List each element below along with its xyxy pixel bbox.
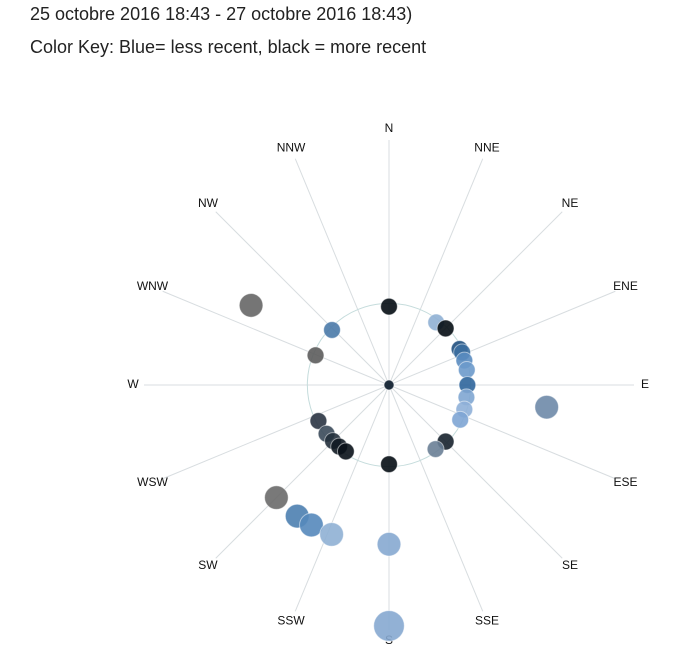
point <box>306 346 325 365</box>
point <box>309 412 328 430</box>
direction-label: E <box>641 377 649 391</box>
point <box>299 512 324 538</box>
direction-label: ESE <box>614 475 638 489</box>
point <box>323 321 341 339</box>
chart-title: 25 octobre 2016 18:43 - 27 octobre 2016 … <box>30 4 413 24</box>
direction-label: SE <box>562 558 578 572</box>
direction-label: NE <box>562 196 579 210</box>
point <box>376 531 402 557</box>
spoke <box>388 384 484 612</box>
spoke <box>388 211 563 386</box>
direction-label: NNE <box>474 141 499 155</box>
point <box>451 410 470 429</box>
point <box>436 319 455 338</box>
direction-label: N <box>385 121 394 135</box>
spoke <box>294 158 390 386</box>
point <box>383 379 395 391</box>
point <box>457 360 476 379</box>
point <box>319 522 344 547</box>
spoke <box>388 384 616 480</box>
spoke <box>162 384 390 480</box>
point <box>264 485 289 510</box>
spoke <box>388 290 616 386</box>
spoke <box>215 211 390 386</box>
spoke <box>162 290 390 386</box>
point <box>534 394 560 420</box>
direction-label: WNW <box>137 279 169 293</box>
point <box>380 297 398 316</box>
direction-label: NNW <box>277 141 306 155</box>
direction-label: SW <box>198 558 218 572</box>
spoke <box>294 384 390 612</box>
direction-label: W <box>127 377 139 391</box>
chart-subtitle: Color Key: Blue= less recent, black = mo… <box>30 37 427 57</box>
point <box>238 293 264 318</box>
direction-label: WSW <box>137 475 168 489</box>
point <box>336 442 355 461</box>
point <box>426 440 445 458</box>
direction-label: SSE <box>475 614 499 628</box>
spoke <box>388 158 484 386</box>
spoke <box>215 384 390 559</box>
direction-label: SSW <box>277 614 305 628</box>
spoke <box>388 384 563 559</box>
direction-label: ENE <box>613 279 638 293</box>
point <box>373 610 405 642</box>
point <box>380 455 398 474</box>
direction-label: NW <box>198 196 219 210</box>
